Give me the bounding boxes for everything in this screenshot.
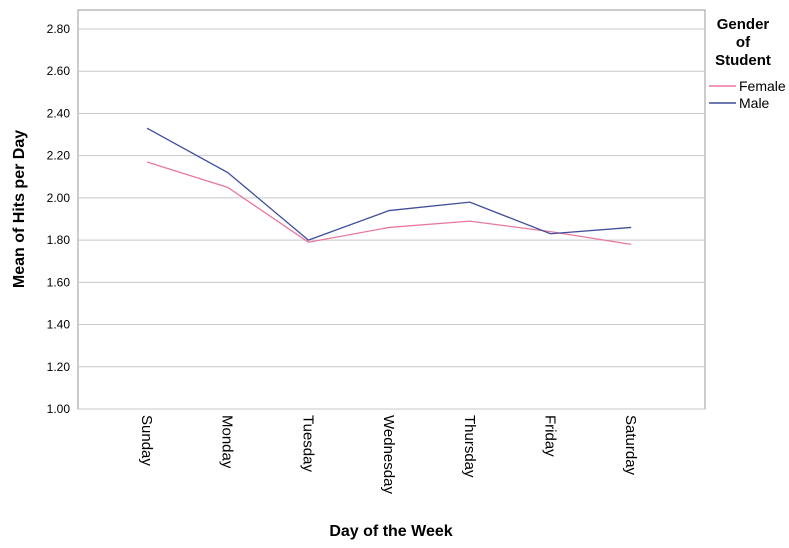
y-tick-label: 2.20 (47, 149, 71, 163)
x-tick-label: Monday (219, 415, 236, 469)
y-tick-label: 1.20 (47, 360, 71, 374)
x-tick-label: Tuesday (299, 415, 316, 472)
y-tick-label: 2.40 (47, 106, 71, 120)
y-tick-label: 2.00 (47, 191, 71, 205)
legend-label: Male (739, 95, 770, 111)
x-tick-label: Friday (542, 415, 559, 457)
x-tick-label: Saturday (622, 415, 639, 476)
y-tick-label: 2.80 (47, 22, 71, 36)
x-tick-label: Sunday (138, 415, 155, 466)
y-tick-label: 2.60 (47, 64, 71, 78)
plot-frame (77, 9, 706, 410)
y-axis-title: Mean of Hits per Day (11, 130, 28, 288)
legend-title: Gender of Student (715, 16, 771, 69)
series-line (146, 161, 632, 245)
y-tick-label: 1.40 (47, 318, 71, 332)
series-line (146, 127, 632, 241)
x-tick-label: Thursday (461, 415, 478, 478)
y-tick-label: 1.00 (47, 402, 71, 416)
legend-label: Female (739, 78, 786, 94)
x-tick-label: Wednesday (380, 415, 397, 494)
x-axis-title: Day of the Week (329, 523, 452, 540)
y-tick-label: 1.80 (47, 233, 71, 247)
y-tick-label: 1.60 (47, 275, 71, 289)
